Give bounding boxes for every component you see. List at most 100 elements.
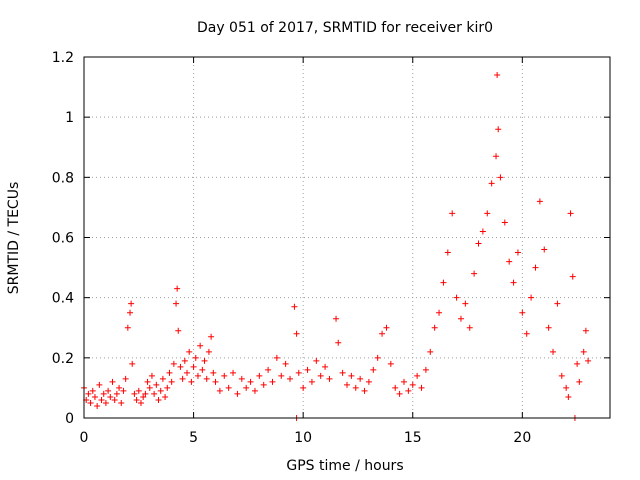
data-point [210,369,217,376]
data-point [102,399,109,406]
data-point [567,210,574,217]
data-point [181,357,188,364]
data-point [580,348,587,355]
data-point [326,375,333,382]
data-point [251,387,258,394]
data-point [216,387,223,394]
data-point [471,270,478,277]
data-point [179,375,186,382]
data-point [528,294,535,301]
data-point [422,366,429,373]
data-point [576,378,583,385]
data-point [98,396,105,403]
data-point [352,384,359,391]
data-point [131,390,138,397]
data-point [118,399,125,406]
data-point [91,393,98,400]
data-point [519,309,526,316]
data-point [585,357,592,364]
data-point [554,300,561,307]
data-point [374,354,381,361]
data-point [124,324,131,331]
data-point [107,393,114,400]
data-point [137,399,144,406]
data-point [151,390,158,397]
data-point [444,249,451,256]
data-point [550,348,557,355]
data-point [133,396,140,403]
data-point [238,375,245,382]
data-point [247,378,254,385]
data-point [234,390,241,397]
data-point [109,378,116,385]
data-point [339,369,346,376]
data-point [558,372,565,379]
data-point [212,378,219,385]
data-point [159,375,166,382]
data-point [225,384,232,391]
data-point [569,273,576,280]
data-point [144,378,151,385]
data-point [563,384,570,391]
data-point [541,246,548,253]
data-point [203,375,210,382]
data-point [175,327,182,334]
data-point [192,354,199,361]
data-point [510,279,517,286]
data-point [418,384,425,391]
data-point [208,333,215,340]
data-point [287,375,294,382]
data-point [409,381,416,388]
data-point [122,375,129,382]
data-point [348,372,355,379]
plot-frame [83,56,611,419]
data-point [453,294,460,301]
data-point [494,72,501,79]
data-point [400,378,407,385]
data-point [335,339,342,346]
data-point [256,372,263,379]
data-point [162,393,169,400]
data-point [148,372,155,379]
data-point [291,303,298,310]
data-point [205,348,212,355]
data-point [574,360,581,367]
data-point [387,360,394,367]
data-point [174,285,181,292]
data-point [89,387,96,394]
data-point [197,342,204,349]
data-point [497,174,504,181]
data-point [436,309,443,316]
data-point [457,315,464,322]
data-point [493,153,500,160]
y-tick-label: 0.8 [52,170,74,186]
axis-ticks: 0 0.2 0.4 0.6 0.8 1 1.2 0 5 10 15 20 [52,50,610,446]
y-tick-label: 1.2 [52,50,74,66]
data-point [113,390,120,397]
data-point [484,210,491,217]
data-point [308,378,315,385]
data-point [100,390,107,397]
data-point [184,369,191,376]
data-point [300,384,307,391]
data-point [190,363,197,370]
data-point [379,330,386,337]
data-point [431,324,438,331]
data-point [140,393,147,400]
data-point [116,384,123,391]
data-point [501,219,508,226]
data-point [142,390,149,397]
data-point [199,366,206,373]
data-point [383,324,390,331]
data-point [475,240,482,247]
data-point [221,372,228,379]
y-tick-label: 0 [65,411,74,427]
data-point [146,384,153,391]
data-point [333,315,340,322]
data-point [405,387,412,394]
data-point [565,393,572,400]
data-point [173,300,180,307]
data-point [295,369,302,376]
data-point [128,300,135,307]
data-point [155,396,162,403]
